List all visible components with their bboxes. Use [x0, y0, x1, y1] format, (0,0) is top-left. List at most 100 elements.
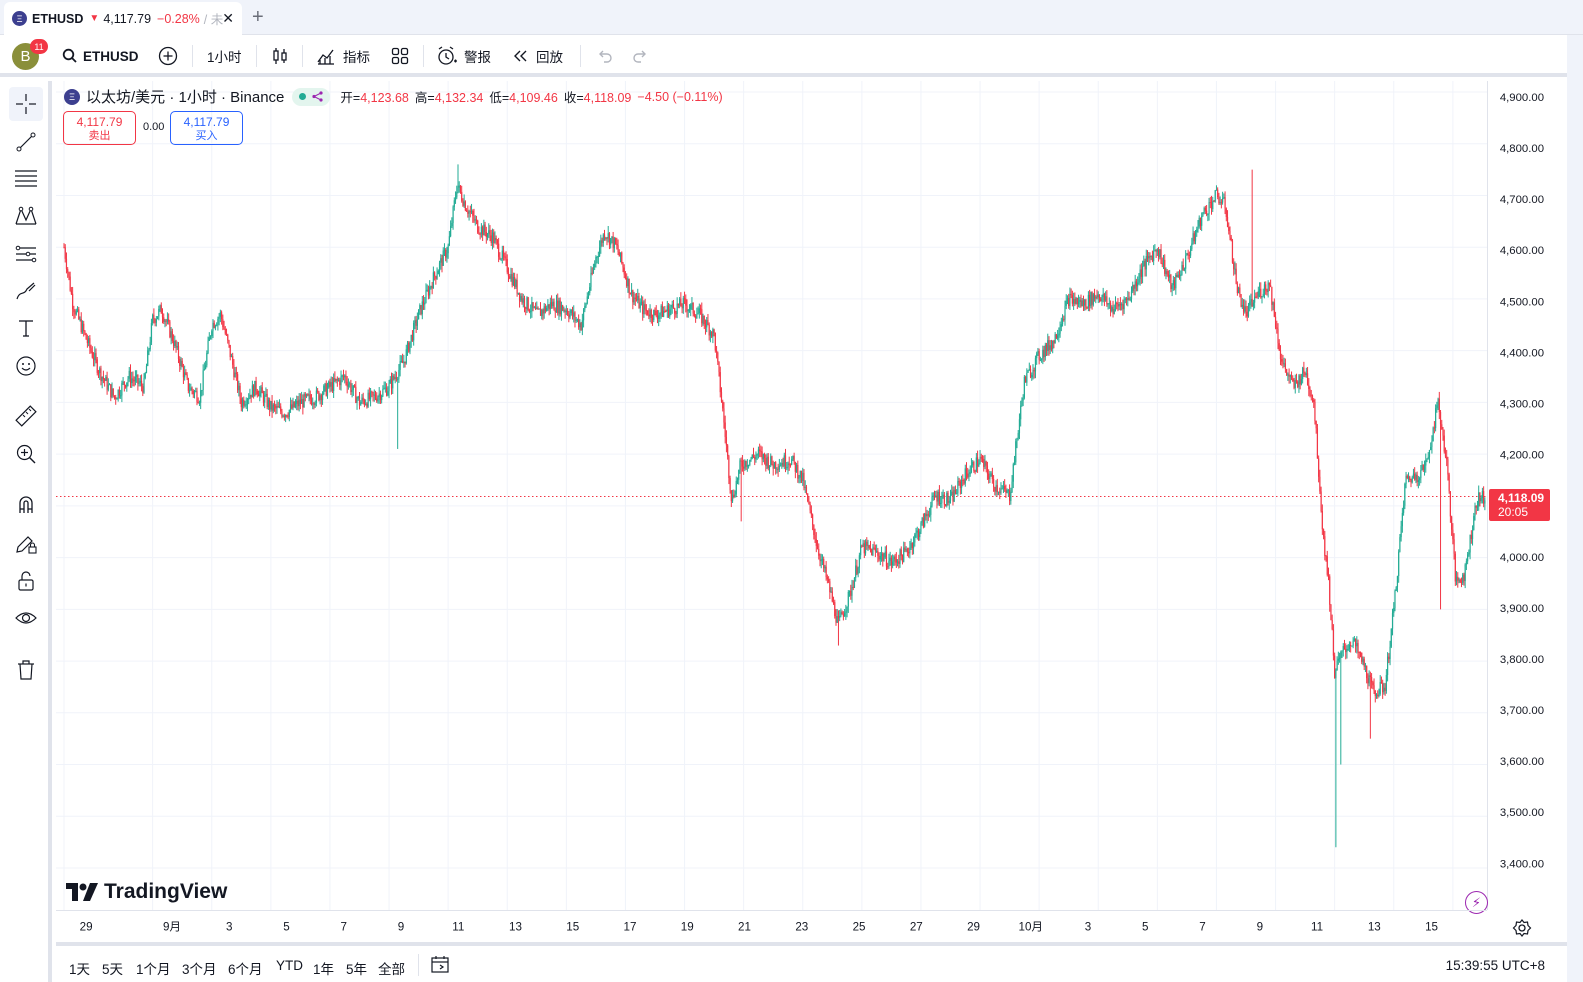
replay-button[interactable]: 回放	[512, 44, 563, 68]
goto-date-icon[interactable]	[430, 954, 450, 974]
candle-body	[331, 382, 334, 391]
pattern-tool[interactable]	[9, 199, 43, 233]
range-1m[interactable]: 1个月	[136, 962, 171, 977]
candle-body	[603, 234, 606, 239]
prediction-tool[interactable]	[9, 237, 43, 271]
alerts-button[interactable]: 警报	[436, 44, 491, 68]
symbol-search-button[interactable]: ETHUSD	[62, 44, 139, 68]
chart-type-button[interactable]	[270, 44, 290, 68]
new-tab-button[interactable]: +	[252, 6, 264, 28]
candle-body	[624, 274, 627, 278]
close-tab-icon[interactable]: ✕	[222, 10, 234, 26]
pattern-icon	[15, 206, 37, 225]
time-tick-label: 9	[398, 920, 404, 933]
candle-body	[475, 219, 478, 221]
range-5d[interactable]: 5天	[102, 962, 124, 977]
top-toolbar: B 11 ETHUSD 1小时 指标 警报 回放	[0, 35, 1583, 77]
lightning-icon[interactable]: ⚡	[1465, 891, 1488, 914]
lock-drawings-tool[interactable]	[9, 564, 43, 598]
candle-body	[632, 290, 634, 303]
right-panel-strip[interactable]	[1567, 35, 1583, 982]
candle-body	[230, 356, 233, 358]
candle-body	[434, 272, 436, 277]
candle-body	[1353, 638, 1355, 641]
price-chart[interactable]	[56, 81, 1487, 910]
candle-body	[834, 602, 836, 617]
layouts-button[interactable]	[390, 44, 410, 68]
candle-body	[786, 467, 788, 469]
interval-button[interactable]: 1小时	[207, 50, 242, 65]
candle-body	[185, 372, 187, 375]
candle-body	[415, 320, 417, 326]
magnet-tool[interactable]	[9, 488, 43, 522]
ethereum-icon: Ξ	[12, 11, 27, 26]
candle-body	[799, 470, 801, 478]
tab-ethusd[interactable]: Ξ ETHUSD ▼ 4,117.79 −0.28% / 未 ✕	[4, 2, 242, 35]
candle-body	[1197, 226, 1199, 230]
candle-body	[78, 309, 80, 319]
measure-tool[interactable]	[9, 399, 43, 433]
buy-button[interactable]: 4,117.79 买入	[170, 111, 243, 145]
stay-drawing-tool[interactable]	[9, 527, 43, 561]
clock-timezone[interactable]: 15:39:55 UTC+8	[1445, 958, 1545, 973]
fib-tool[interactable]	[9, 162, 43, 196]
candle-body	[1388, 656, 1390, 659]
candle-body	[1475, 505, 1477, 508]
icon-tool[interactable]	[9, 349, 43, 383]
candle-body	[250, 394, 252, 398]
candle-body	[692, 302, 694, 314]
zoom-tool[interactable]	[9, 437, 43, 471]
candle-body	[557, 300, 559, 314]
candle-body	[1287, 374, 1289, 376]
candle-body	[967, 473, 969, 478]
candle-body	[911, 543, 913, 549]
candle-body	[129, 370, 132, 384]
range-1y[interactable]: 1年	[313, 962, 335, 977]
time-axis[interactable]: 29 9月 3 5 7 9 11 13 15 17 19 21 23 25 27 29 10月 3 5 7 9 11 13 1…	[56, 910, 1487, 942]
time-tick-label: 19	[681, 920, 694, 933]
brush-tool[interactable]	[9, 274, 43, 308]
range-1d[interactable]: 1天	[69, 962, 91, 977]
candle-body	[526, 297, 528, 309]
candle-body	[145, 365, 148, 374]
candle-body	[212, 322, 214, 332]
market-status-badge[interactable]	[292, 87, 331, 106]
candle-body	[1404, 483, 1406, 506]
range-5y[interactable]: 5年	[346, 962, 368, 977]
sell-button[interactable]: 4,117.79 卖出	[63, 111, 136, 145]
candle-body	[1267, 282, 1269, 292]
undo-button[interactable]	[595, 44, 613, 68]
hide-drawings-tool[interactable]	[9, 601, 43, 635]
candle-body	[1343, 646, 1346, 649]
candle-body	[888, 560, 890, 567]
candle-body	[819, 555, 821, 562]
redo-button[interactable]	[632, 44, 650, 68]
text-tool[interactable]	[9, 311, 43, 345]
symbol-title[interactable]: 以太坊/美元 · 1小时 · Binance	[86, 89, 285, 106]
remove-drawings-tool[interactable]	[9, 653, 43, 687]
candle-body	[509, 276, 511, 279]
settings-gear-icon[interactable]	[1512, 918, 1532, 938]
candle-body	[691, 302, 693, 305]
tradingview-logo[interactable]: TradingView	[66, 880, 227, 904]
candle-body	[622, 262, 624, 268]
candle-body	[89, 338, 91, 348]
trend-line-tool[interactable]	[9, 125, 43, 159]
compare-button[interactable]	[158, 44, 178, 68]
candle-body	[1252, 302, 1254, 307]
candle-body	[1391, 612, 1394, 629]
range-ytd[interactable]: YTD	[276, 958, 303, 973]
candle-body	[90, 347, 92, 352]
range-6m[interactable]: 6个月	[228, 962, 263, 977]
candle-body	[776, 468, 778, 470]
candle-body	[333, 378, 335, 391]
candle-body	[722, 401, 724, 409]
range-all[interactable]: 全部	[378, 962, 405, 977]
range-3m[interactable]: 3个月	[182, 962, 217, 977]
candle-body	[835, 616, 837, 623]
candle-body	[1210, 202, 1213, 210]
indicators-button[interactable]: 指标	[316, 44, 370, 68]
crosshair-tool[interactable]	[9, 87, 43, 121]
candle-body	[1369, 675, 1371, 678]
candle-body	[882, 553, 884, 561]
